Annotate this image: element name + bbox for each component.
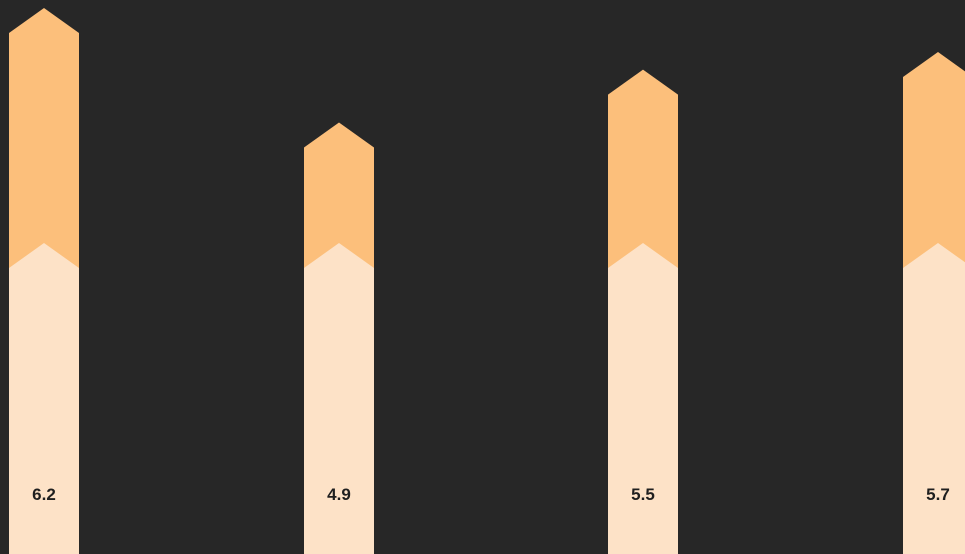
bar-1-bottom-segment — [9, 243, 79, 554]
bar-3-value-label: 5.5 — [631, 485, 655, 504]
bar-1: 6.2 — [9, 8, 79, 554]
bar-3-bottom-segment — [608, 243, 678, 554]
bar-4-top-segment — [903, 52, 965, 268]
bar-2: 4.9 — [304, 122, 374, 554]
bar-4-bottom-segment — [903, 243, 965, 554]
bar-4: 5.7 — [903, 52, 965, 554]
bar-2-top-segment — [304, 122, 374, 268]
bar-3: 5.5 — [608, 69, 678, 554]
bar-1-top-segment — [9, 8, 79, 268]
bar-2-bottom-segment — [304, 243, 374, 554]
bar-3-top-segment — [608, 69, 678, 268]
bar-1-value-label: 6.2 — [32, 485, 56, 504]
bar-2-value-label: 4.9 — [327, 485, 351, 504]
bar-4-value-label: 5.7 — [926, 485, 950, 504]
